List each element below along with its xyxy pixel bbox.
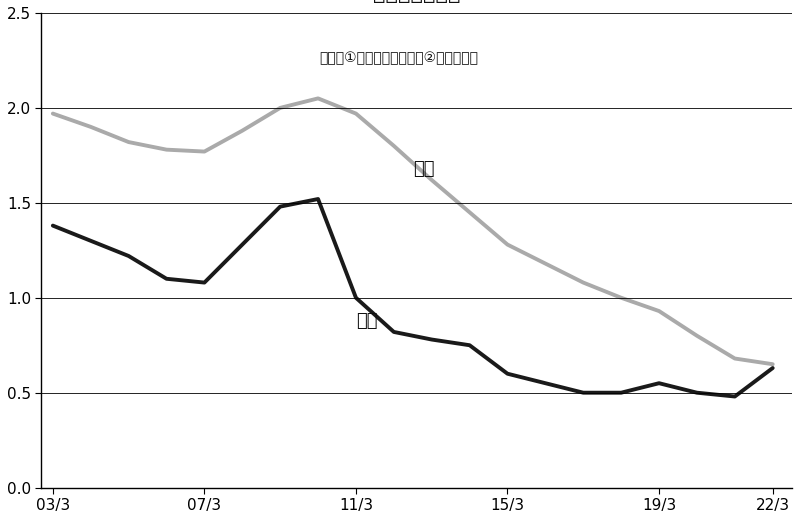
Text: 地銀: 地銀 [413, 160, 434, 178]
Text: （注）①６カ月移動平均　②出所＝日銀: （注）①６カ月移動平均 ②出所＝日銀 [319, 51, 478, 65]
Text: 都銀: 都銀 [356, 311, 378, 330]
Title: 都銀と地銀の貸出約定平均金利
（新規・総合）: 都銀と地銀の貸出約定平均金利 （新規・総合） [329, 0, 504, 3]
